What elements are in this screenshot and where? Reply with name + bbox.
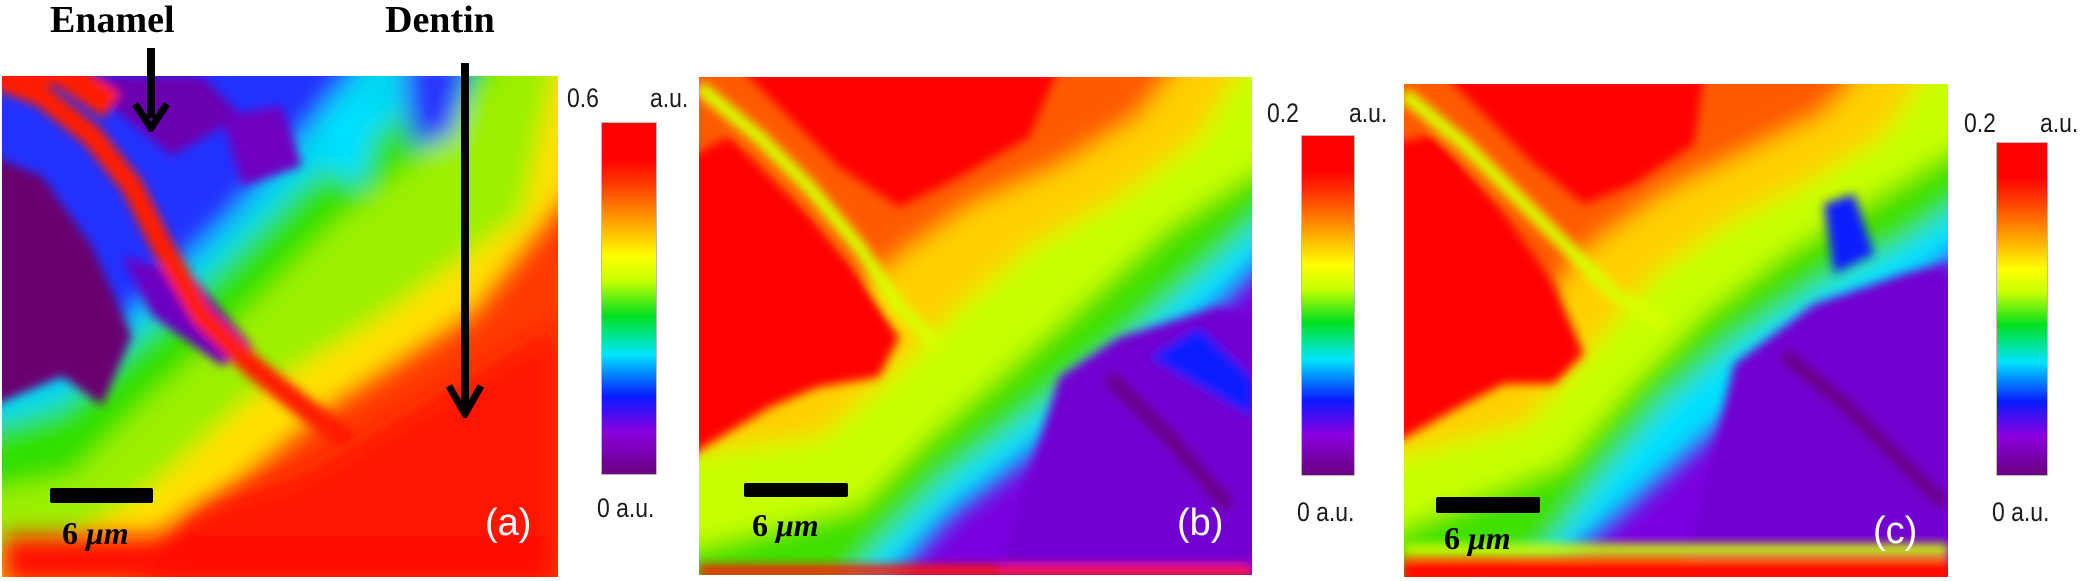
scale-bar-c-label: 6 μm [1444, 520, 1511, 556]
heatmap-b-image [699, 77, 1252, 575]
dentin-arrow-icon [445, 384, 485, 418]
panel-label-c: (c) [1873, 510, 1918, 552]
enamel-arrow-shaft [147, 48, 155, 118]
panel-label-a: (a) [485, 502, 532, 544]
colorbar-b-max-label: 0.2 [1267, 98, 1299, 128]
panel-label-b: (b) [1177, 502, 1224, 544]
enamel-label: Enamel [50, 0, 175, 41]
scale-bar-c [1436, 497, 1540, 513]
colorbar-b [1301, 135, 1355, 476]
heatmap-panel-c [1404, 84, 1948, 577]
colorbar-b-unit-label: a.u. [1349, 98, 1388, 128]
enamel-arrow-icon [132, 102, 170, 132]
colorbar-c-max-label: 0.2 [1964, 108, 1996, 138]
colorbar-a-unit-label: a.u. [650, 83, 689, 113]
dentin-arrow-shaft [461, 63, 469, 411]
dentin-label: Dentin [385, 0, 495, 41]
colorbar-c [1996, 142, 2048, 476]
heatmap-c-image [1404, 84, 1948, 577]
colorbar-b-min-label: 0 a.u. [1297, 497, 1355, 527]
colorbar-c-unit-label: a.u. [2040, 108, 2079, 138]
scale-bar-b [744, 483, 848, 497]
colorbar-c-min-label: 0 a.u. [1992, 497, 2050, 527]
colorbar-a [601, 122, 657, 475]
heatmap-panel-b [699, 77, 1252, 575]
scale-bar-a-label: 6 μm [62, 515, 129, 551]
colorbar-a-max-label: 0.6 [567, 83, 599, 113]
scale-bar-a [50, 488, 153, 503]
colorbar-a-min-label: 0 a.u. [597, 493, 655, 523]
scale-bar-b-label: 6 μm [752, 507, 819, 543]
